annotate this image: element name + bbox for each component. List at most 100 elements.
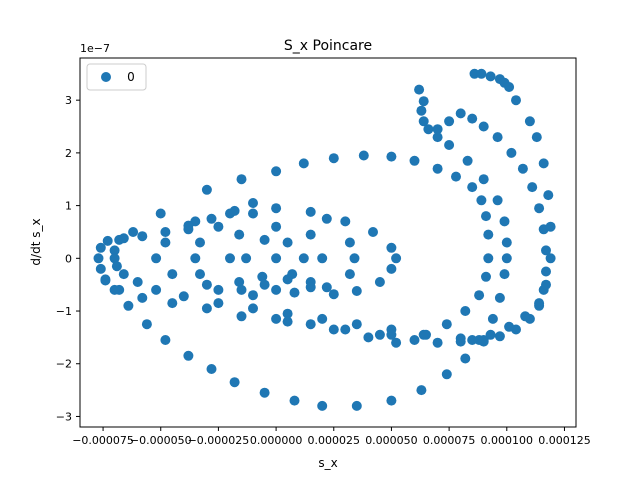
- y-tick-label: 1: [65, 200, 72, 213]
- scatter-point: [195, 269, 205, 280]
- scatter-point: [467, 113, 478, 124]
- scatter-point: [386, 395, 397, 406]
- y-tick-label: −2: [56, 358, 72, 371]
- scatter-point: [386, 329, 397, 340]
- scatter-point: [416, 105, 427, 116]
- scatter-point: [298, 158, 309, 169]
- scatter-point: [541, 279, 551, 290]
- scatter-point: [248, 208, 258, 219]
- scatter-point: [492, 132, 503, 143]
- scatter-point: [545, 253, 556, 264]
- y-tick-label: −3: [56, 410, 72, 423]
- scatter-point: [201, 279, 212, 290]
- scatter-point: [305, 319, 316, 330]
- scatter-point: [340, 216, 351, 227]
- scatter-point: [374, 329, 385, 340]
- scatter-point: [467, 335, 478, 345]
- legend: 0: [86, 63, 147, 91]
- scatter-point: [340, 324, 351, 335]
- scatter-point: [432, 337, 443, 348]
- scatter-point: [102, 235, 113, 246]
- legend-box: [86, 63, 147, 91]
- scatter-point: [391, 253, 402, 264]
- scatter-point: [229, 205, 240, 216]
- scatter-points: [93, 68, 556, 411]
- scatter-point: [167, 269, 178, 280]
- axes-frame: [79, 57, 577, 428]
- x-tick-label: 0.000125: [538, 434, 591, 447]
- scatter-point: [100, 274, 111, 285]
- scatter-point: [478, 335, 489, 345]
- scatter-point: [213, 221, 224, 232]
- plot-area: [79, 57, 577, 428]
- scatter-point: [541, 266, 551, 277]
- scatter-point: [132, 277, 143, 287]
- scatter-point: [160, 227, 171, 237]
- scatter-point: [328, 324, 339, 335]
- x-tick-label: 0.000050: [365, 434, 418, 447]
- scatter-point: [543, 190, 554, 201]
- y-axis-ticks: −3 −2 −1 0 1 2 3: [56, 94, 80, 423]
- x-tick-label: 0.000075: [423, 434, 476, 447]
- scatter-point: [151, 284, 162, 295]
- scatter-point: [317, 400, 328, 411]
- scatter-point: [236, 311, 247, 322]
- scatter-point: [195, 237, 205, 248]
- scatter-point: [141, 319, 152, 330]
- scatter-point: [93, 253, 104, 264]
- scatter-point: [259, 279, 270, 290]
- scatter-point: [344, 269, 355, 280]
- scatter-point: [178, 291, 189, 302]
- scatter-point: [409, 155, 420, 166]
- scatter-point: [531, 132, 542, 143]
- scatter-point: [206, 213, 217, 224]
- y-tick-label: −1: [56, 305, 72, 318]
- scatter-point: [444, 140, 455, 150]
- scatter-point: [358, 150, 369, 161]
- scatter-point: [155, 208, 166, 219]
- scatter-point: [248, 198, 258, 208]
- scatter-point: [111, 261, 122, 272]
- x-tick-label: 0.000000: [250, 434, 303, 447]
- scatter-point: [298, 253, 309, 264]
- scatter-point: [271, 166, 282, 177]
- scatter-point: [386, 151, 397, 162]
- scatter-point: [462, 155, 473, 166]
- scatter-point: [137, 231, 148, 242]
- scatter-point: [517, 163, 528, 174]
- y-tick-label: 2: [65, 147, 72, 160]
- scatter-point: [305, 282, 316, 293]
- scatter-point: [271, 313, 282, 324]
- scatter-point: [494, 331, 505, 342]
- scatter-point: [317, 253, 328, 264]
- scatter-point: [501, 237, 512, 248]
- scatter-point: [128, 227, 139, 237]
- scatter-point: [538, 158, 549, 169]
- scatter-point: [418, 116, 429, 127]
- scatter-point: [213, 284, 224, 295]
- scatter-point: [282, 308, 293, 319]
- scatter-point: [241, 253, 252, 264]
- scatter-point: [282, 316, 293, 327]
- x-tick-label: −0.000025: [188, 434, 250, 447]
- legend-label: 0: [127, 70, 135, 84]
- scatter-point: [418, 96, 429, 107]
- scatter-point: [474, 290, 485, 301]
- scatter-point: [460, 306, 471, 316]
- scatter-point: [271, 203, 282, 214]
- scatter-point: [248, 290, 258, 301]
- y-tick-label: 3: [65, 94, 72, 107]
- scatter-point: [225, 253, 235, 264]
- x-axis-ticks: −0.000075−0.000050−0.000025 0.000000 0.000…: [72, 427, 591, 447]
- scatter-point: [289, 395, 300, 406]
- scatter-point: [416, 385, 427, 396]
- scatter-point: [118, 269, 129, 280]
- scatter-point: [511, 95, 521, 106]
- scatter-point: [386, 263, 397, 274]
- scatter-point: [527, 182, 538, 193]
- scatter-point: [282, 274, 293, 285]
- scatter-point: [478, 174, 489, 185]
- scatter-point: [520, 311, 531, 322]
- scatter-point: [236, 174, 247, 185]
